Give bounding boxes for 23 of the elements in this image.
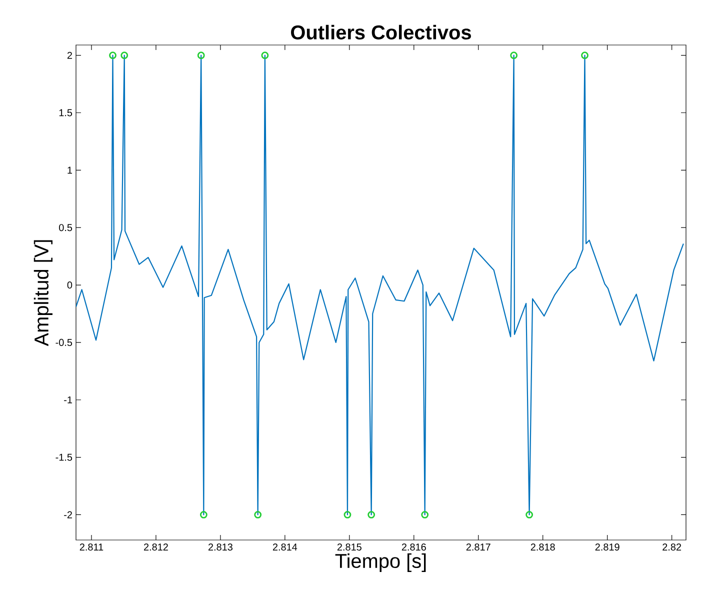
- y-axis-title: Amplitud [V]: [34, 240, 52, 346]
- x-tick-label: 2.816: [402, 544, 426, 551]
- y-tick-label: 0: [67, 282, 72, 289]
- x-tick-label: 2.82: [662, 544, 682, 551]
- y-tick-label: -1: [64, 396, 72, 404]
- y-tick-label: 0.5: [59, 224, 72, 232]
- x-tick-label: 2.817: [466, 544, 490, 551]
- y-tick-label: 1: [68, 166, 72, 174]
- y-tick-label: 2: [67, 52, 72, 59]
- x-tick-label: 2.813: [208, 544, 232, 551]
- x-tick-label: 2.814: [272, 544, 298, 551]
- x-axis-title: Tiempo [s]: [335, 553, 426, 572]
- x-tick-label: 2.815: [337, 544, 362, 551]
- y-tick-label: -1.5: [56, 454, 72, 461]
- line-series: [76, 54, 684, 516]
- y-tick-label: -0.5: [56, 338, 72, 346]
- x-tick-label: 2.819: [595, 544, 620, 551]
- y-tick-label: 1.5: [59, 109, 72, 116]
- x-tick-label: 2.811: [80, 544, 104, 551]
- y-tick-label: -2: [64, 511, 72, 518]
- x-tick-label: 2.812: [144, 544, 168, 551]
- x-tick-label: 2.818: [530, 544, 555, 551]
- chart-title: Outliers Colectivos: [291, 24, 471, 40]
